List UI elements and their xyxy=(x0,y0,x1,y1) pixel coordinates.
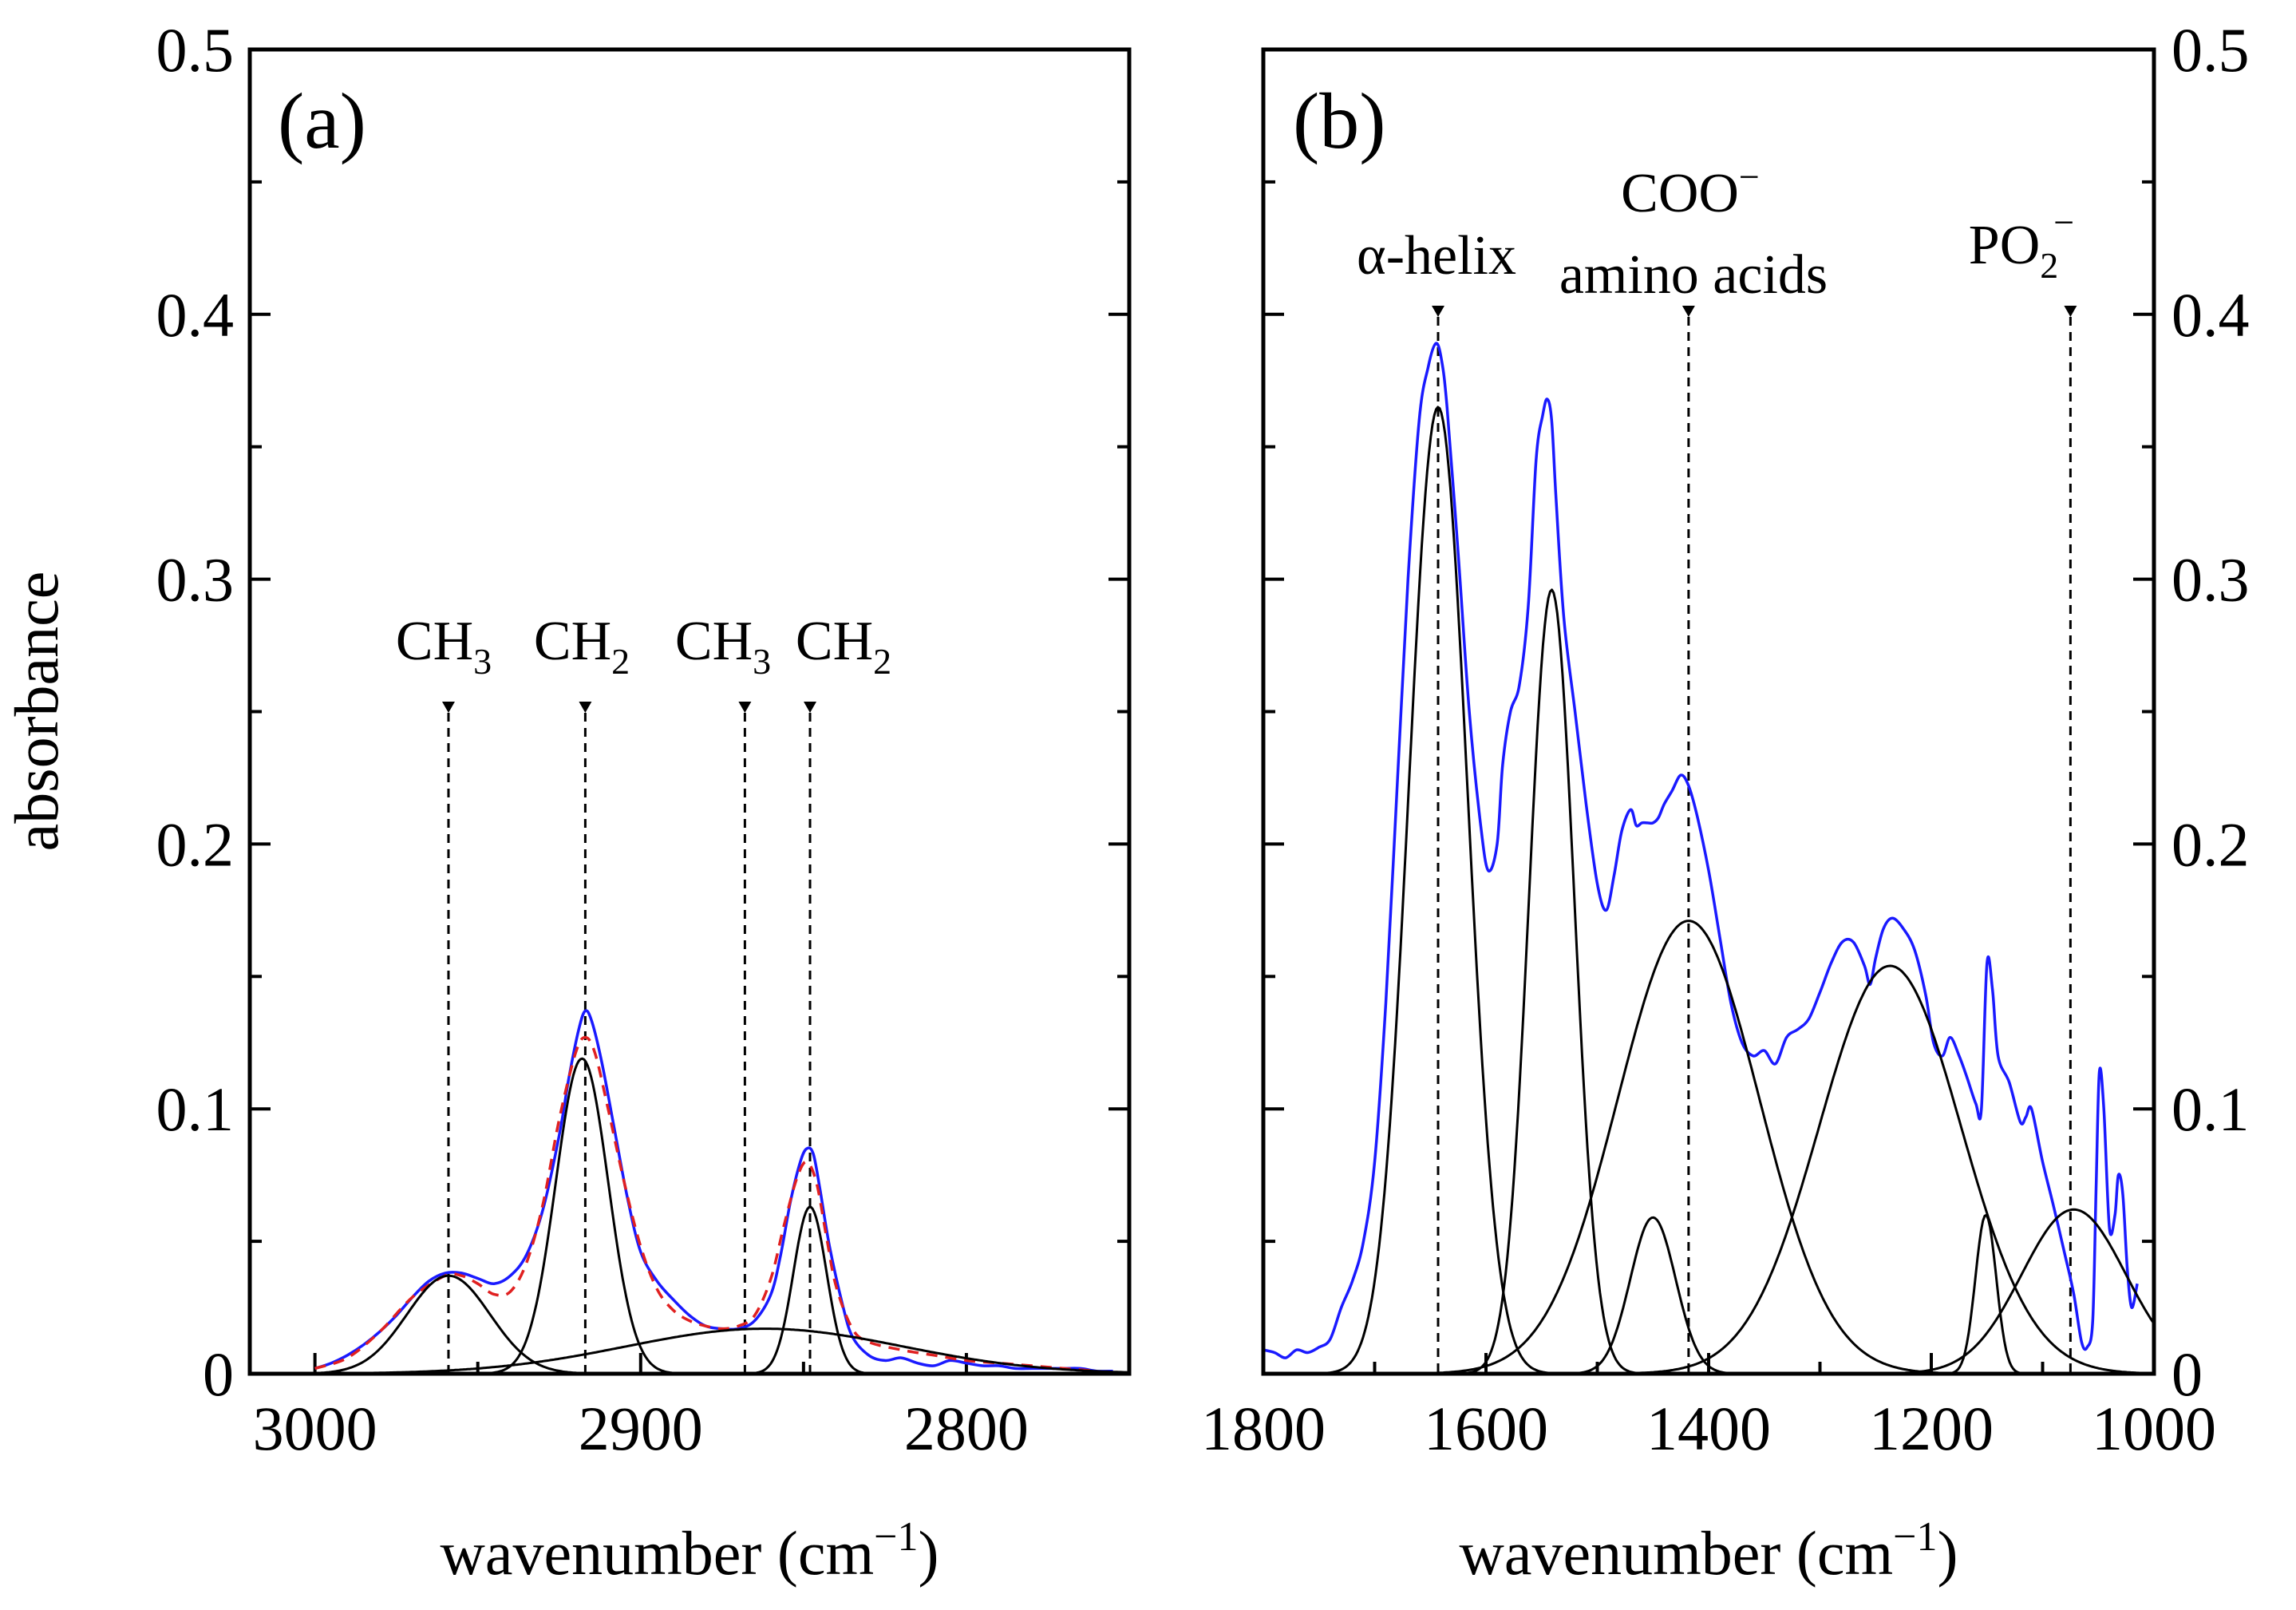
panel-b-xtick-label: 1600 xyxy=(1424,1394,1548,1463)
panel-a-peak-marker xyxy=(441,702,455,713)
panel-b-ytick-label-right: 0.2 xyxy=(2172,809,2250,879)
peak-label-ch2-2848: CH2 xyxy=(796,611,891,682)
panel-a-series-ch2-sym-component xyxy=(250,1205,1129,1374)
panel-b-series-1155-component xyxy=(1263,1213,2154,1374)
peak-label-alpha-helix: α-helix xyxy=(1357,225,1516,287)
panel-a-peak-marker xyxy=(738,702,752,713)
panel-a-peak-labels: CH3 CH2 CH3 CH2 xyxy=(396,611,891,682)
peak-label-ch2-2917: CH2 xyxy=(534,611,630,682)
panel-b: 0 0.1 0.2 0.3 0.4 0.5 1800 1600 1400 1200 1000 (b)… xyxy=(1201,15,2250,1588)
panel-b-xtick-label: 1400 xyxy=(1646,1394,1771,1463)
peak-label-coo: COO− xyxy=(1621,156,1760,224)
panel-b-ytick-label-right: 0.1 xyxy=(2172,1074,2250,1144)
panel-a-series-measured-spectrum xyxy=(314,1009,1113,1373)
panel-a: 0 0.1 0.2 0.3 0.4 0.5 3000 2900 2800 (a) absorba… xyxy=(2,15,1132,1588)
peak-label-amino-acids: amino acids xyxy=(1559,244,1828,306)
panel-a-ytick-label: 0 xyxy=(203,1339,234,1409)
panel-b-ytick-label-right: 0 xyxy=(2172,1339,2203,1409)
panel-b-peak-marker xyxy=(1432,306,1445,317)
panel-b-series-po2-component xyxy=(1263,1208,2154,1374)
panel-b-series-1450-component xyxy=(1263,1216,2154,1374)
panel-a-ytick-label: 0.4 xyxy=(156,280,235,350)
panel-a-xtick-label: 2800 xyxy=(904,1394,1029,1463)
panel-a-xtick-label: 3000 xyxy=(253,1394,377,1463)
panel-a-series-ch2-asym-component xyxy=(250,1057,1129,1374)
panel-a-curves xyxy=(250,1009,1129,1374)
panel-b-x-axis-title: wavenumber (cm−1) xyxy=(1460,1514,1958,1588)
panel-a-ytick-label: 0.2 xyxy=(156,809,235,879)
panel-b-series-amide-i-component xyxy=(1263,405,2154,1374)
panel-a-ytick-label: 0.3 xyxy=(156,545,235,615)
panel-a-label: (a) xyxy=(278,77,366,165)
panel-b-peak-labels: α-helix COO− amino acids PO2− xyxy=(1357,156,2074,306)
panel-a-x-axis-title: wavenumber (cm−1) xyxy=(441,1514,939,1588)
panel-a-xtick-label: 2900 xyxy=(579,1394,703,1463)
peak-label-ch3-2959: CH3 xyxy=(396,611,492,682)
panel-b-peak-marker xyxy=(2064,306,2077,317)
panel-a-peak-marker xyxy=(804,702,817,713)
panel-b-curves xyxy=(1263,342,2154,1374)
panel-b-series-amide-ii-component xyxy=(1263,588,2154,1374)
panel-b-peak-marker xyxy=(1681,306,1695,317)
panel-a-series-fit-envelope xyxy=(314,1035,1097,1373)
panel-b-series-coo-component xyxy=(1263,920,2154,1374)
panel-b-xtick-label: 1000 xyxy=(2092,1394,2216,1463)
panel-b-ytick-label-right: 0.4 xyxy=(2172,280,2250,350)
panel-b-ytick-label-right: 0.3 xyxy=(2172,545,2250,615)
panel-b-xtick-label: 1200 xyxy=(1869,1394,1994,1463)
panel-a-peak-marker xyxy=(579,702,592,713)
panel-a-plot-area: 0 0.1 0.2 0.3 0.4 0.5 3000 2900 2800 xyxy=(156,15,1131,1463)
panel-b-frame xyxy=(1261,47,2156,1376)
peak-label-po2: PO2− xyxy=(1969,202,2074,286)
panel-b-xtick-label: 1800 xyxy=(1201,1394,1326,1463)
panel-a-frame xyxy=(247,47,1132,1376)
panel-b-plot-area: 0 0.1 0.2 0.3 0.4 0.5 1800 1600 1400 1200 1000 xyxy=(1201,15,2250,1463)
panel-a-ytick-label: 0.1 xyxy=(156,1074,235,1144)
y-axis-title: absorbance xyxy=(2,572,71,852)
panel-b-series-measured-spectrum xyxy=(1263,342,2139,1359)
panel-b-label: (b) xyxy=(1293,77,1386,165)
panel-b-ytick-label-right: 0.5 xyxy=(2172,15,2250,85)
peak-label-ch3-2868: CH3 xyxy=(675,611,771,682)
panel-a-series-ch3-asym-component xyxy=(250,1274,1129,1374)
panel-b-series-1240-component xyxy=(1263,964,2154,1374)
panel-a-ytick-label: 0.5 xyxy=(156,15,235,85)
